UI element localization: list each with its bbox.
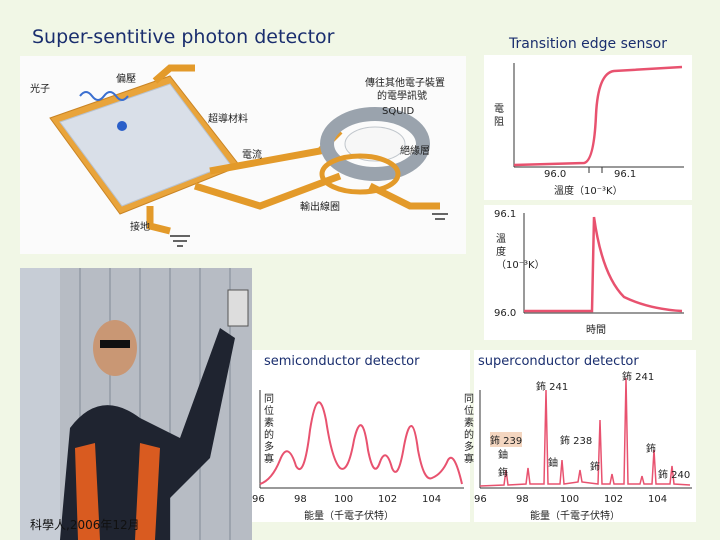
semi-tick-2: 100 bbox=[334, 494, 354, 505]
peak-label-pu238: 鈽 238 bbox=[560, 436, 593, 447]
tes-top-xlabel: 溫度（10⁻³K） bbox=[554, 186, 623, 197]
peak-label-u: 鈾 bbox=[498, 450, 508, 461]
super-curve bbox=[479, 377, 691, 487]
super-tick-3: 102 bbox=[604, 494, 624, 505]
label-squid: SQUID bbox=[382, 106, 415, 117]
label-transmit: 傳往其他電子裝置 bbox=[365, 78, 445, 89]
semi-tick-4: 104 bbox=[422, 494, 442, 505]
semi-title: semiconductor detector bbox=[264, 354, 420, 369]
label-current: 電流 bbox=[242, 150, 262, 161]
tes-bottom-ylabel: 溫度（10⁻³K） bbox=[496, 234, 545, 271]
semi-xlabel: 能量（千電子伏特） bbox=[304, 511, 394, 522]
super-title: superconductor detector bbox=[478, 354, 639, 369]
temperature-curve bbox=[524, 216, 683, 313]
tes-bottom-ytick-top: 96.1 bbox=[494, 209, 517, 220]
semi-ylabel: 同位素的多寡 bbox=[264, 394, 274, 465]
tes-title: Transition edge sensor bbox=[509, 36, 667, 52]
label-bias: 偏壓 bbox=[116, 74, 136, 85]
tes-temperature-chart: 96.1 溫度（10⁻³K） 96.0 時間 bbox=[484, 205, 692, 340]
photon-dot bbox=[117, 121, 127, 131]
peak-label-pu240: 鈽 240 bbox=[658, 470, 691, 481]
ground-wire bbox=[146, 206, 171, 235]
footer-citation: 科學人,2006年12月 bbox=[30, 518, 140, 532]
slide-title: Super-sentitive photon detector bbox=[32, 26, 335, 48]
bias-wire bbox=[152, 64, 195, 84]
semi-curve bbox=[259, 401, 463, 485]
super-tick-1: 98 bbox=[516, 494, 529, 505]
tes-top-ylabel: 電阻 bbox=[494, 104, 504, 128]
peak-label-u2: 鈾 bbox=[548, 458, 558, 469]
sky bbox=[20, 268, 60, 540]
squid-inner bbox=[344, 126, 406, 162]
peak-label-pu241: 鈽 241 bbox=[622, 372, 655, 383]
label-output-coil: 輸出線圈 bbox=[300, 202, 340, 213]
semi-tick-3: 102 bbox=[378, 494, 398, 505]
sunglasses bbox=[100, 340, 130, 348]
tes-bottom-xlabel: 時間 bbox=[586, 325, 606, 336]
officer-body bbox=[60, 328, 235, 540]
output-wire bbox=[368, 182, 440, 210]
tes-resistance-chart: 電阻 96.0 96.1 溫度（10⁻³K） bbox=[484, 55, 692, 200]
lead-wire bbox=[209, 128, 343, 175]
lead-wire-2 bbox=[193, 172, 342, 210]
super-tick-4: 104 bbox=[648, 494, 668, 505]
peak-label-cm: 鋂 bbox=[498, 468, 508, 479]
tes-top-tick-left: 96.0 bbox=[544, 169, 567, 180]
super-ylabel: 同位素的多寡 bbox=[464, 394, 474, 465]
label-insulator: 絕緣層 bbox=[400, 146, 430, 157]
label-photon: 光子 bbox=[30, 84, 50, 95]
detector-diagram: 光子 偏壓 傳往其他電子裝置 的電學訊號 超導材料 SQUID 絕緣層 電流 輸… bbox=[20, 56, 466, 254]
superconductor-spectrum: superconductor detector 鈽 241 鈽 241 鈽 23… bbox=[464, 350, 696, 522]
super-tick-0: 96 bbox=[474, 494, 487, 505]
photon-wave bbox=[79, 91, 129, 101]
peak-label-pu-a: 鈽 bbox=[590, 462, 600, 473]
squid-ring bbox=[320, 107, 430, 181]
peak-label-pu241b: 鈽 241 bbox=[536, 382, 569, 393]
label-ground: 接地 bbox=[130, 222, 150, 233]
super-tick-2: 100 bbox=[560, 494, 580, 505]
semiconductor-spectrum: semiconductor detector 同位素的多寡 96 98 100 … bbox=[252, 350, 470, 522]
output-ground bbox=[432, 213, 448, 220]
handheld-detector bbox=[227, 289, 249, 327]
safety-vest bbox=[75, 443, 160, 540]
label-superconductor: 超導材料 bbox=[208, 114, 248, 125]
diagram-svg bbox=[49, 64, 448, 247]
tes-bottom-ytick-bottom: 96.0 bbox=[494, 308, 517, 319]
label-transmit-2: 的電學訊號 bbox=[377, 91, 427, 102]
officer-photo: 科學人,2006年12月 bbox=[20, 268, 252, 540]
super-xlabel: 能量（千電子伏特） bbox=[530, 511, 620, 522]
ground-symbol bbox=[170, 235, 190, 247]
semi-tick-0: 96 bbox=[252, 494, 265, 505]
peak-label-pu: 鈽 bbox=[646, 444, 656, 455]
peak-label-pu239: 鈽 239 bbox=[490, 432, 523, 447]
semi-tick-1: 98 bbox=[294, 494, 307, 505]
tes-top-tick-right: 96.1 bbox=[614, 169, 637, 180]
resistance-curve bbox=[513, 65, 683, 167]
output-coil bbox=[319, 153, 401, 195]
